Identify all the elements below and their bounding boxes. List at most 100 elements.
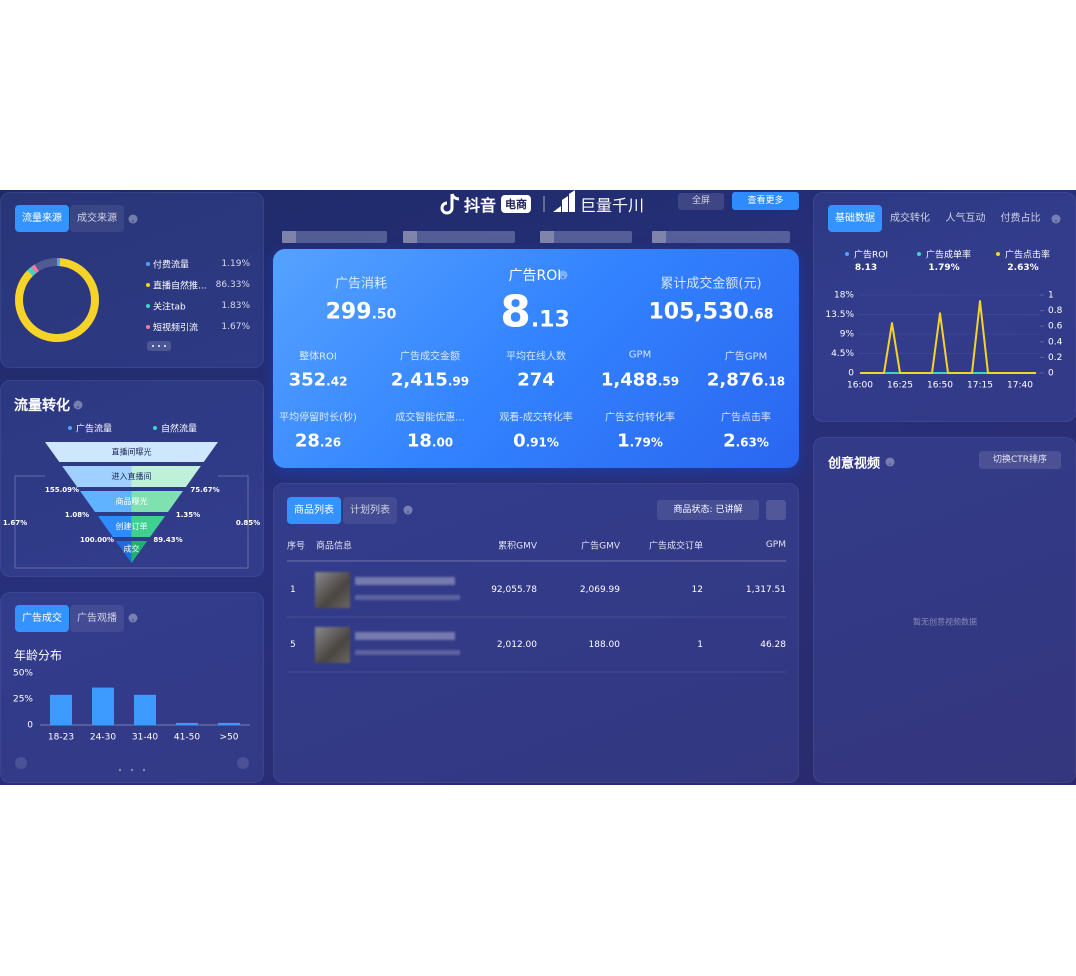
kpi-label: 广告消耗	[334, 276, 388, 292]
value-integer: 28	[294, 430, 320, 452]
tab[interactable]: 广告成交	[15, 605, 69, 632]
fullscreen-button[interactable]: 全屏	[678, 193, 724, 210]
blurred-subtitle	[355, 595, 460, 600]
legend-label: 直播自然推...	[153, 281, 207, 292]
panel-title: 创意视频	[828, 456, 881, 472]
table-cell: 1,317.51	[745, 585, 786, 595]
value-decimal: .26	[319, 435, 342, 450]
tab[interactable]: 计划列表	[343, 497, 397, 524]
value-integer: 1,488	[600, 369, 658, 391]
tab[interactable]: 人气互动	[945, 213, 986, 224]
tab[interactable]: 广告观播	[70, 605, 124, 632]
kpi-value: 8.13	[500, 287, 570, 338]
value-integer: 352	[288, 369, 327, 391]
kpi-label: 广告GPM	[724, 351, 768, 363]
value-integer: 2,876	[706, 369, 764, 391]
kpi-value: 105,530.68	[648, 300, 773, 325]
value-decimal: .68	[748, 306, 774, 323]
kpi-value: 1.79%	[617, 431, 663, 452]
legend-value: 1.83%	[221, 301, 250, 311]
value-decimal: .13	[530, 307, 570, 333]
sort-button[interactable]: 切换CTR排序	[979, 451, 1061, 469]
panel-title: 流量转化	[14, 398, 70, 414]
column-header: 商品信息	[316, 541, 353, 552]
status-filter[interactable]: 商品状态: 已讲解	[657, 500, 759, 520]
column-header: 广告GMV	[581, 541, 620, 552]
kpi-value: 299.50	[326, 300, 397, 325]
legend-value: 1.79%	[928, 263, 960, 273]
kpi-label: 平均停留时长(秒)	[279, 412, 357, 424]
kpi-label: 观看-成交转化率	[499, 412, 573, 424]
column-header: 序号	[287, 541, 306, 552]
tab[interactable]: 基础数据	[828, 205, 882, 232]
value-decimal: .50	[371, 306, 397, 323]
legend-value: 2.63%	[1007, 263, 1039, 273]
kpi-label: 整体ROI	[299, 351, 337, 363]
table-cell: 46.28	[760, 640, 786, 650]
value-integer: 2,415	[390, 369, 448, 391]
panel	[273, 483, 799, 783]
kpi-value: 352.42	[289, 370, 348, 391]
legend-label: 自然流量	[161, 424, 198, 435]
value-integer: 105,530	[648, 299, 749, 325]
kpi-value: 28.26	[295, 431, 341, 452]
empty-state: 暂无创意视频数据	[913, 617, 977, 627]
kpi-card	[273, 249, 799, 468]
value-decimal: .00	[431, 435, 454, 450]
table-cell: 12	[691, 585, 703, 595]
kpi-value: 18.00	[407, 431, 453, 452]
kpi-label: 广告支付转化率	[605, 412, 675, 424]
table-cell: 1	[290, 585, 296, 595]
kpi-label: 广告成交金额	[400, 351, 460, 363]
blurred-subtitle	[355, 650, 460, 655]
tab[interactable]: 付费占比	[1000, 213, 1041, 224]
legend-label: 广告成单率	[926, 250, 972, 261]
table-cell: 92,055.78	[491, 585, 537, 595]
tab[interactable]: 成交来源	[70, 205, 124, 232]
blurred-info	[652, 231, 790, 243]
value-integer: 299	[325, 299, 372, 325]
brand: 抖音	[464, 196, 497, 215]
kpi-label: 累计成交金额(元)	[660, 276, 762, 292]
blurred-info	[403, 231, 417, 243]
kpi-value: 274	[517, 369, 555, 391]
table-cell: 1	[697, 640, 703, 650]
value-decimal: .59	[657, 374, 680, 389]
blurred-info	[652, 231, 666, 243]
value-integer: 0	[513, 430, 526, 452]
tab[interactable]: 商品列表	[287, 497, 341, 524]
more-button[interactable]: 查看更多	[732, 192, 799, 210]
legend-label: 付费流量	[153, 260, 190, 271]
value-integer: 18	[406, 430, 432, 452]
table-cell: 5	[290, 640, 296, 650]
legend-label: 短视频引流	[153, 323, 199, 334]
legend-value: 86.33%	[215, 280, 250, 290]
tab[interactable]: 成交转化	[890, 213, 930, 224]
list-settings[interactable]	[766, 500, 786, 520]
kpi-label: 平均在线人数	[506, 351, 566, 363]
kpi-value: 2,876.18	[707, 370, 785, 391]
panel	[813, 437, 1076, 783]
column-header: 广告成交订单	[648, 541, 703, 552]
legend-value: 1.19%	[221, 259, 250, 269]
value-integer: 8	[500, 286, 531, 338]
kpi-label: 成交智能优惠...	[395, 412, 465, 424]
kpi-label: 广告点击率	[721, 412, 771, 424]
kpi-label: GPM	[628, 349, 652, 361]
value-decimal: .42	[326, 374, 348, 389]
kpi-label: 广告ROI	[508, 268, 562, 284]
product-thumbnail	[315, 627, 350, 663]
kpi-value: 2,415.99	[391, 370, 469, 391]
table-cell: 2,069.99	[579, 585, 620, 595]
value-decimal: .99	[447, 374, 470, 389]
blurred-info	[282, 231, 296, 243]
more-pill	[147, 341, 171, 351]
blurred-info	[282, 231, 387, 243]
partner-brand: 巨量千川	[580, 196, 645, 215]
legend-value: 1.67%	[221, 322, 250, 332]
kpi-value: 0.91%	[513, 431, 559, 452]
value-decimal: .63%	[735, 435, 769, 450]
brand-badge: 电商	[501, 195, 531, 213]
tab[interactable]: 流量来源	[15, 205, 69, 232]
